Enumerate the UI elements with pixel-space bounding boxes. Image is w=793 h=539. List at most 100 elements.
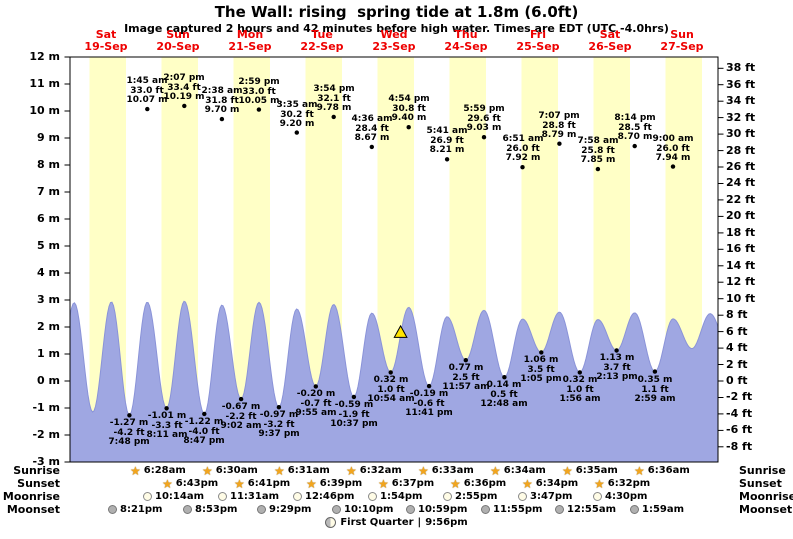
- high-tide-height-m: 10.05 m: [238, 96, 280, 106]
- sunset-entry: ★ 6:32pm: [594, 477, 650, 490]
- y-axis-label-m: 11 m: [29, 77, 60, 90]
- moonrise-icon: [143, 492, 152, 501]
- high-tide-height-m: 9.03 m: [466, 123, 502, 133]
- high-tide-time: 4:54 pm: [388, 94, 430, 104]
- moonset-icon: [630, 505, 639, 514]
- moonset-time: 11:55pm: [493, 504, 543, 515]
- sunrise-label-left: Sunrise: [13, 464, 60, 477]
- moonrise-icon: [293, 492, 302, 501]
- high-tide-time: 6:51 am: [502, 134, 544, 144]
- low-tide-height-m: 0.32 m: [562, 375, 598, 385]
- y-axis-label-m: 3 m: [37, 293, 60, 306]
- day-header: Tue 22-Sep: [286, 29, 358, 52]
- moonset-entry: 10:59pm: [406, 503, 467, 516]
- sunrise-star-icon: ★: [490, 463, 501, 478]
- y-axis-label-ft: 32 ft: [726, 110, 756, 124]
- moon-phase-separator: |: [417, 517, 422, 528]
- moonrise-entry: 12:46pm: [293, 490, 354, 503]
- y-axis-label-m: -3 m: [32, 455, 60, 468]
- low-tide-label: 1.13 m 3.7 ft 2:13 pm: [591, 353, 643, 383]
- moonset-time: 1:59am: [642, 504, 685, 515]
- moonrise-icon: [218, 492, 227, 501]
- day-name: Fri: [529, 28, 546, 41]
- day-name: Sun: [670, 28, 694, 41]
- y-axis-label-ft: -8 ft: [726, 439, 753, 453]
- moonrise-time: 4:30pm: [605, 491, 648, 502]
- low-tide-dot: [426, 383, 432, 389]
- sunrise-time: 6:34am: [503, 465, 546, 476]
- day-name: Sat: [95, 28, 117, 41]
- low-tide-height-ft: -1.9 ft: [338, 409, 370, 420]
- high-tide-dot: [256, 107, 262, 112]
- sunset-time: 6:39pm: [319, 478, 363, 489]
- moon-phase-row: First Quarter | 9:56pm: [0, 517, 793, 528]
- sunrise-star-icon: ★: [274, 463, 285, 478]
- high-tide-dot: [557, 141, 562, 146]
- sunrise-entry: ★ 6:36am: [634, 464, 690, 477]
- moonset-entry: 11:55pm: [481, 503, 542, 516]
- moonset-icon: [332, 505, 341, 514]
- moonrise-time: 2:55pm: [455, 491, 498, 502]
- low-tide-time: 2:59 am: [634, 394, 676, 404]
- high-tide-height-ft: 33.4 ft: [167, 82, 201, 93]
- day-header: Mon 21-Sep: [214, 29, 286, 52]
- high-tide-height-m: 9.20 m: [279, 119, 315, 129]
- sunset-entry: ★ 6:43pm: [162, 477, 218, 490]
- sunrise-entry: ★ 6:31am: [274, 464, 330, 477]
- high-tide-height-m: 8.70 m: [617, 132, 653, 142]
- low-tide-time: 11:57 am: [442, 382, 490, 392]
- high-tide-label: 1:45 am 33.0 ft 10.07 m: [121, 76, 173, 106]
- low-tide-label: 0.35 m 1.1 ft 2:59 am: [629, 375, 681, 405]
- high-tide-height-ft: 32.1 ft: [317, 93, 351, 104]
- day-name: Wed: [380, 28, 408, 41]
- high-tide-dot: [294, 130, 299, 135]
- day-header: Sat 19-Sep: [70, 29, 142, 52]
- high-tide-height-ft: 30.2 ft: [280, 109, 314, 120]
- y-axis-label-ft: 6 ft: [726, 324, 748, 338]
- high-tide-label: 7:07 pm 28.8 ft 8.79 m: [533, 111, 585, 141]
- moonset-time: 10:59pm: [418, 504, 468, 515]
- y-axis-label-ft: 10 ft: [726, 291, 756, 305]
- y-axis-label-ft: 2 ft: [726, 357, 748, 371]
- moonset-entry: 9:29pm: [257, 503, 311, 516]
- high-tide-height-ft: 26.0 ft: [506, 143, 540, 154]
- low-tide-label: -0.59 m -1.9 ft 10:37 pm: [328, 400, 380, 430]
- day-date: 22-Sep: [300, 39, 344, 53]
- sunrise-time: 6:30am: [215, 465, 258, 476]
- sunset-entry: ★ 6:41pm: [234, 477, 290, 490]
- moonrise-entry: 1:54pm: [368, 490, 422, 503]
- low-tide-time: 1:56 am: [559, 394, 601, 404]
- sunrise-time: 6:32am: [359, 465, 402, 476]
- low-tide-time: 8:47 pm: [183, 436, 225, 446]
- low-tide-time: 1:05 pm: [520, 374, 562, 384]
- y-axis-label-ft: -4 ft: [726, 406, 753, 420]
- moonrise-time: 11:31am: [230, 491, 279, 502]
- low-tide-height-ft: 1.0 ft: [377, 384, 405, 395]
- y-axis-label-ft: 18 ft: [726, 225, 756, 239]
- y-axis-label-ft: 24 ft: [726, 176, 756, 190]
- low-tide-label: 0.32 m 1.0 ft 1:56 am: [554, 375, 606, 405]
- y-axis-label-m: -2 m: [32, 428, 60, 441]
- high-tide-dot: [520, 165, 525, 170]
- sunrise-star-icon: ★: [130, 463, 141, 478]
- y-axis-label-m: 6 m: [37, 212, 60, 225]
- day-date: 19-Sep: [84, 39, 128, 53]
- low-tide-dot: [313, 384, 318, 389]
- low-tide-label: 1.06 m 3.5 ft 1:05 pm: [515, 355, 567, 385]
- y-axis-label-m: 10 m: [29, 104, 60, 117]
- low-tide-height-ft: 2.5 ft: [452, 372, 480, 383]
- y-axis-label-m: 12 m: [29, 50, 60, 63]
- day-date: 27-Sep: [660, 39, 704, 53]
- high-tide-height-m: 9.70 m: [204, 105, 240, 115]
- high-tide-label: 6:51 am 26.0 ft 7.92 m: [497, 134, 549, 164]
- moonrise-time: 1:54pm: [380, 491, 423, 502]
- high-tide-height-ft: 28.8 ft: [542, 120, 576, 131]
- sunrise-entry: ★ 6:30am: [202, 464, 258, 477]
- sunset-entry: ★ 6:39pm: [306, 477, 362, 490]
- moonset-icon: [183, 505, 192, 514]
- low-tide-height-m: -1.22 m: [184, 417, 224, 427]
- high-tide-dot: [145, 106, 150, 112]
- high-tide-time: 7:58 am: [577, 136, 619, 146]
- low-tide-label: 0.14 m 0.5 ft 12:48 am: [478, 380, 530, 410]
- moonset-icon: [108, 505, 117, 514]
